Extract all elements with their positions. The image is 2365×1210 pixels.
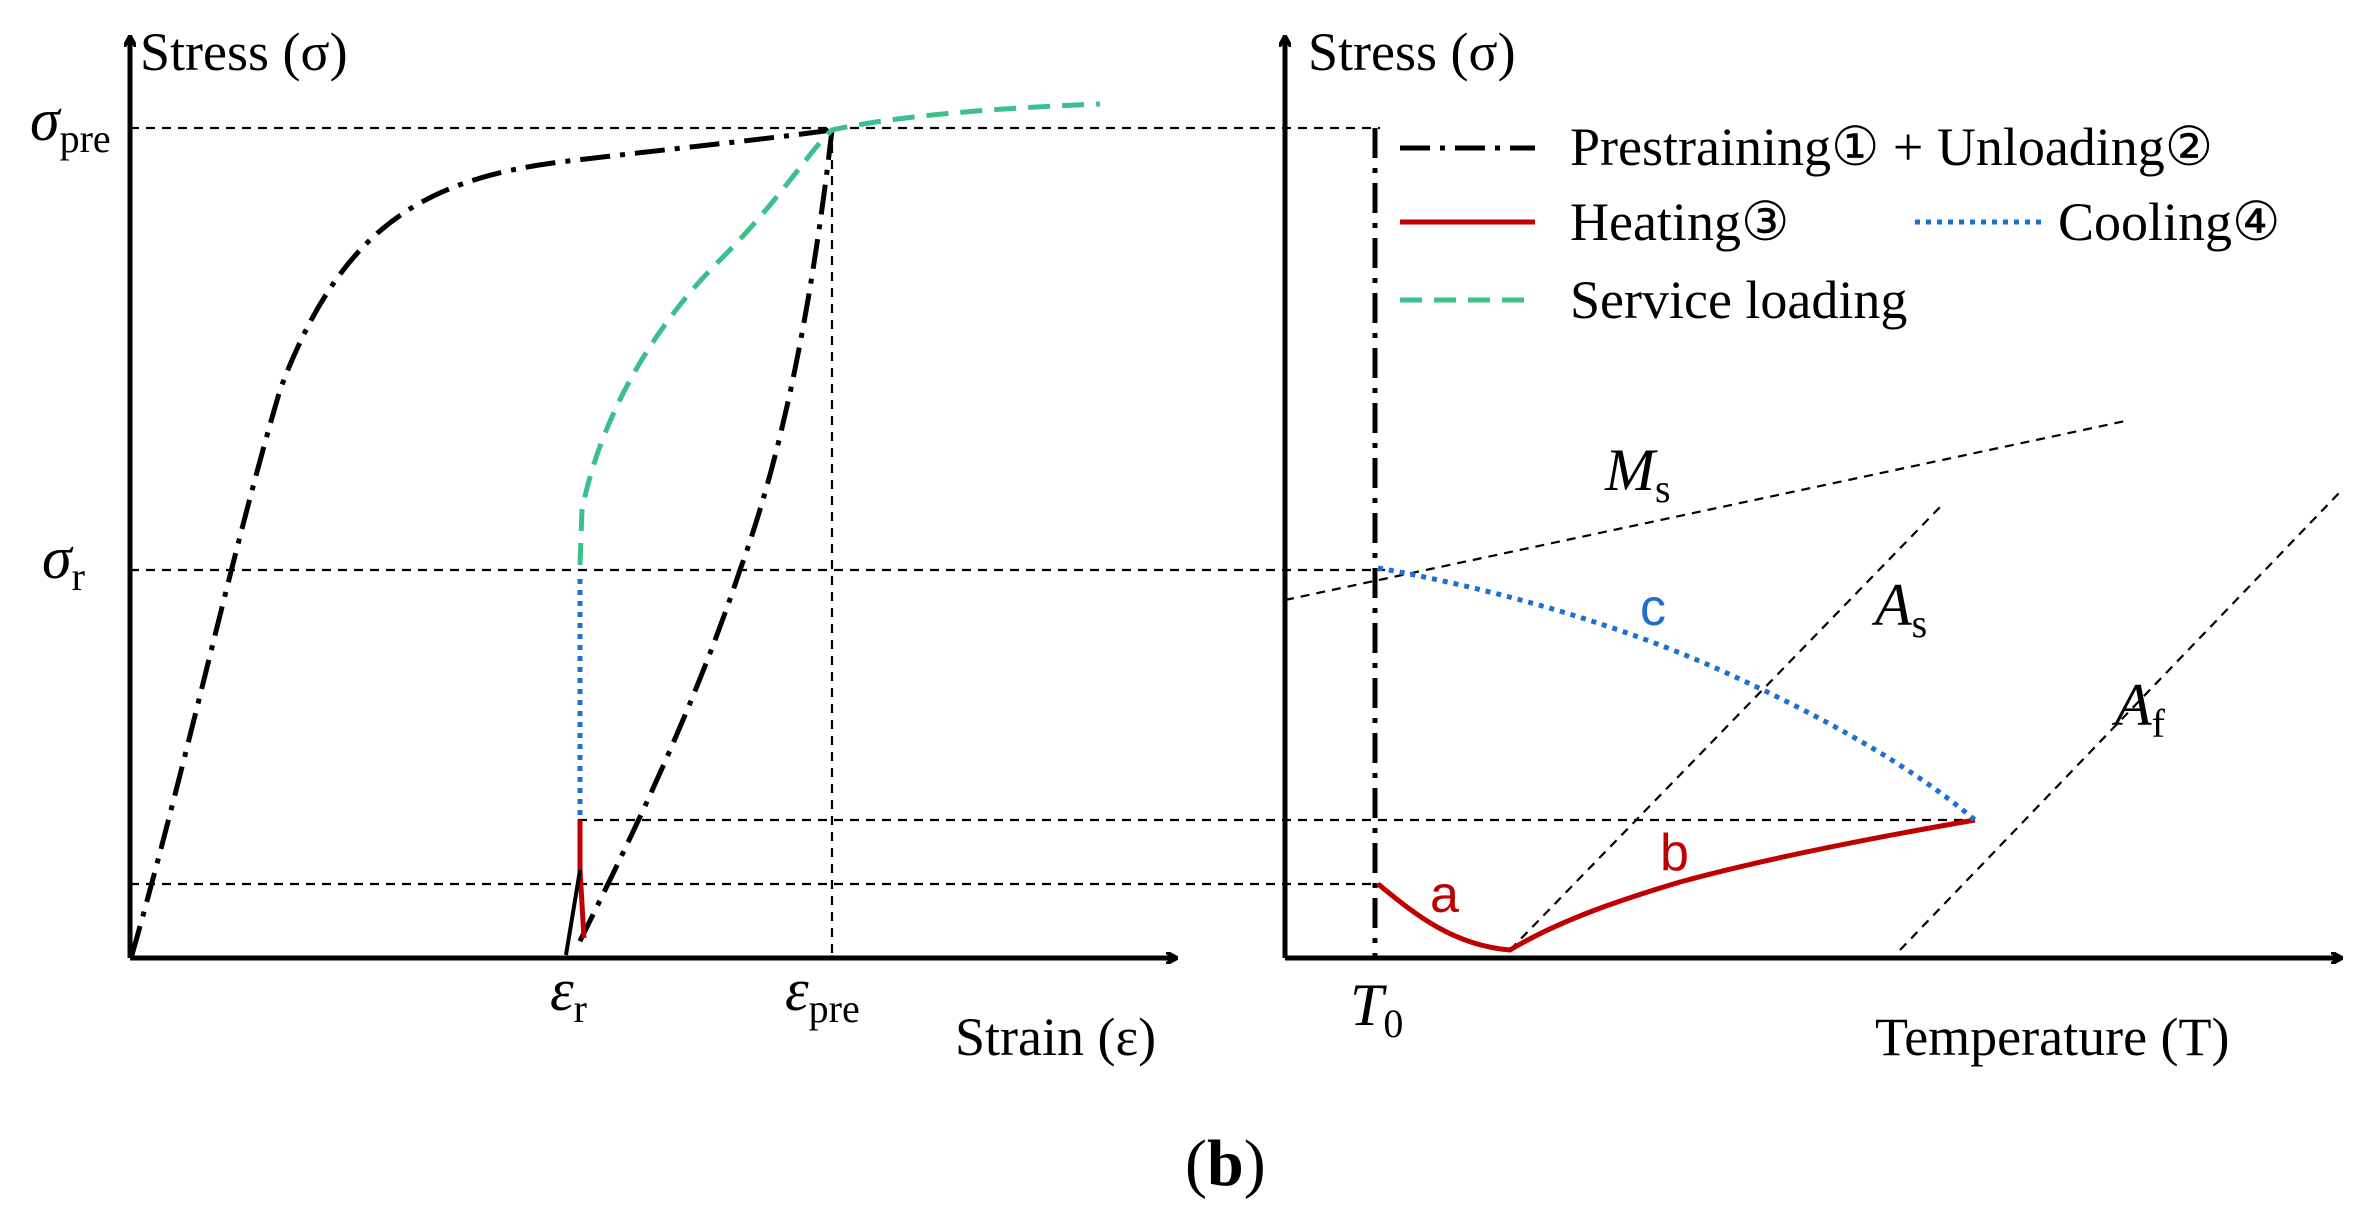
label-As: As xyxy=(1871,572,1927,646)
left-x-axis-label: Strain (ε) xyxy=(955,1007,1156,1067)
legend-prestraining-label: Prestraining① + Unloading② xyxy=(1570,117,2213,177)
heating-strain-segment xyxy=(577,869,587,939)
elastic-unload-segment xyxy=(564,869,582,956)
curve-label-a: a xyxy=(1430,866,1459,924)
prestraining-curve xyxy=(129,127,833,956)
line-As xyxy=(1509,504,1943,951)
unloading-curve xyxy=(575,129,835,947)
tick-sigma-pre: σpre xyxy=(30,87,111,161)
legend: Prestraining① + Unloading② Heating③ Cool… xyxy=(1400,117,2280,330)
panel-label: (b) xyxy=(1185,1127,1266,1200)
tick-epsilon-pre: εpre xyxy=(785,957,860,1031)
service-loading-curve xyxy=(577,101,1101,566)
tick-epsilon-r: εr xyxy=(550,957,587,1031)
heating-curve xyxy=(1376,817,1976,953)
left-plot: Stress (σ) Strain (ε) σpre σr εr εpre xyxy=(30,22,1975,1067)
right-plot: Stress (σ) Temperature (T) T0 Ms As Af a… xyxy=(1285,22,2340,1067)
tick-sigma-r: σr xyxy=(42,525,85,599)
legend-cooling-label: Cooling④ xyxy=(2058,192,2280,252)
cooling-curve xyxy=(1377,565,1977,822)
right-x-axis-label: Temperature (T) xyxy=(1875,1007,2230,1067)
label-Af: Af xyxy=(2111,672,2166,746)
label-Ms: Ms xyxy=(1604,437,1671,511)
tick-T0: T0 xyxy=(1350,972,1403,1046)
legend-service-label: Service loading xyxy=(1570,270,1907,330)
legend-heating-label: Heating③ xyxy=(1570,192,1789,252)
curve-label-c: c xyxy=(1640,579,1666,637)
left-y-axis-label: Stress (σ) xyxy=(140,22,348,82)
curve-label-b: b xyxy=(1660,824,1689,882)
line-Af xyxy=(1899,491,2341,951)
right-y-axis-label: Stress (σ) xyxy=(1308,22,1516,82)
